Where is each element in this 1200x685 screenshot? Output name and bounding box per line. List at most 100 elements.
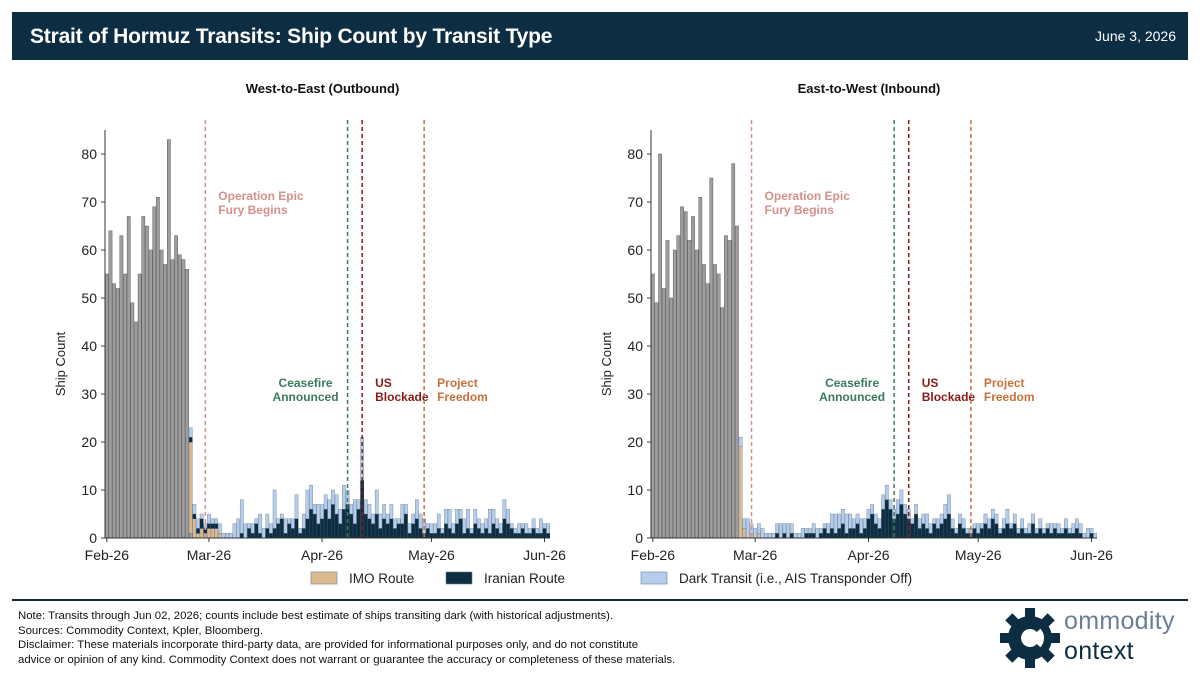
bar-historical <box>724 235 728 539</box>
bar-dark <box>804 528 809 534</box>
bar-imo <box>199 528 204 539</box>
bar-iranian <box>407 533 412 539</box>
bar-dark <box>210 518 215 524</box>
bar-iranian <box>214 523 219 529</box>
bar-dark <box>1038 518 1043 529</box>
bar-iranian <box>852 528 856 539</box>
bar-dark <box>954 528 959 534</box>
bar-dark <box>294 494 299 519</box>
bar-dark <box>546 523 550 534</box>
bar-dark <box>528 528 532 534</box>
bar-iranian <box>436 528 441 539</box>
bar-dark <box>524 523 529 534</box>
bar-iranian <box>301 528 306 539</box>
bar-iranian <box>965 533 970 539</box>
bar-dark <box>480 523 485 534</box>
bar-historical <box>181 259 186 539</box>
bar-iranian <box>1075 528 1079 539</box>
bar-dark <box>320 504 324 519</box>
gear-c-logo-icon <box>1000 608 1060 668</box>
bar-iranian <box>789 533 794 539</box>
bar-iranian <box>466 528 470 539</box>
bar-iranian <box>323 509 328 539</box>
bar-iranian <box>903 513 907 539</box>
bar-historical <box>130 302 135 539</box>
bar-iranian <box>320 518 324 539</box>
bar-historical <box>152 206 157 539</box>
bar-dark <box>1053 523 1057 529</box>
bar-dark <box>389 504 394 519</box>
bar-dark <box>1001 518 1006 529</box>
y-tick-label: 40 <box>627 338 643 354</box>
bar-historical <box>702 264 706 539</box>
bar-iranian <box>524 533 529 539</box>
bar-historical <box>185 268 189 539</box>
bar-dark <box>418 513 423 529</box>
bar-dark <box>469 528 474 534</box>
bar-dark <box>433 523 437 534</box>
bar-iranian <box>342 509 346 539</box>
bar-iranian <box>826 533 831 539</box>
bar-iranian <box>327 518 332 539</box>
bar-dark <box>767 533 772 539</box>
bar-iranian <box>1067 533 1072 539</box>
bar-dark <box>513 528 518 534</box>
bar-dark <box>258 513 262 534</box>
bar-iranian <box>404 513 408 539</box>
bar-iranian <box>1012 523 1017 539</box>
bar-iranian <box>462 533 467 539</box>
bar-dark <box>917 518 922 529</box>
bar-iranian <box>881 509 885 539</box>
bar-imo <box>742 528 747 539</box>
bar-iranian <box>1071 533 1076 539</box>
bar-iranian <box>338 523 343 539</box>
bar-iranian <box>932 523 937 539</box>
bar-historical <box>145 225 149 539</box>
y-tick-label: 80 <box>81 146 97 162</box>
bar-dark <box>236 518 240 539</box>
bar-dark <box>771 533 776 539</box>
bar-dark <box>797 533 801 539</box>
bar-dark <box>309 485 313 510</box>
bar-iranian <box>994 523 999 539</box>
bar-iranian <box>498 533 503 539</box>
bar-dark <box>826 523 831 534</box>
bar-iranian <box>418 528 423 539</box>
bar-iranian <box>517 533 521 539</box>
bar-imo <box>210 528 215 539</box>
bar-dark <box>980 523 984 529</box>
bar-dark <box>429 523 434 534</box>
bar-iranian <box>312 513 317 539</box>
footer-disclaimer-line2: advice or opinion of any kind. Commodity… <box>18 653 676 666</box>
bar-dark <box>502 499 507 520</box>
bar-iranian <box>331 504 335 539</box>
bar-dark <box>1027 523 1032 534</box>
bar-dark <box>852 518 856 529</box>
bar-dark <box>943 504 948 519</box>
bar-dark <box>411 513 416 524</box>
bar-iranian <box>316 523 321 539</box>
bar-dark <box>888 499 893 510</box>
bar-dark <box>272 489 277 529</box>
bar-iranian <box>1031 523 1035 539</box>
bar-dark <box>232 523 237 539</box>
bar-iranian <box>265 528 270 539</box>
bar-iranian <box>539 533 543 539</box>
bar-historical <box>713 264 717 539</box>
bar-dark <box>833 513 838 534</box>
bar-dark <box>841 509 845 524</box>
bar-historical <box>115 288 120 539</box>
bar-historical <box>104 273 109 539</box>
bar-dark <box>298 528 302 534</box>
y-tick-label: 70 <box>81 194 97 210</box>
bar-dark <box>192 504 197 515</box>
legend-label: Dark Transit (i.e., AIS Transponder Off) <box>679 571 912 586</box>
bar-dark <box>1034 528 1039 534</box>
bar-iranian <box>429 533 434 539</box>
chart-panel-2: East-to-West (Inbound) Ship Count 0 10 20 30 4… <box>599 81 1113 563</box>
bar-historical <box>156 196 160 539</box>
bar-iranian <box>356 509 361 539</box>
bar-dark <box>487 509 492 534</box>
bar-historical <box>716 273 721 539</box>
report-date: June 3, 2026 <box>1095 28 1176 44</box>
